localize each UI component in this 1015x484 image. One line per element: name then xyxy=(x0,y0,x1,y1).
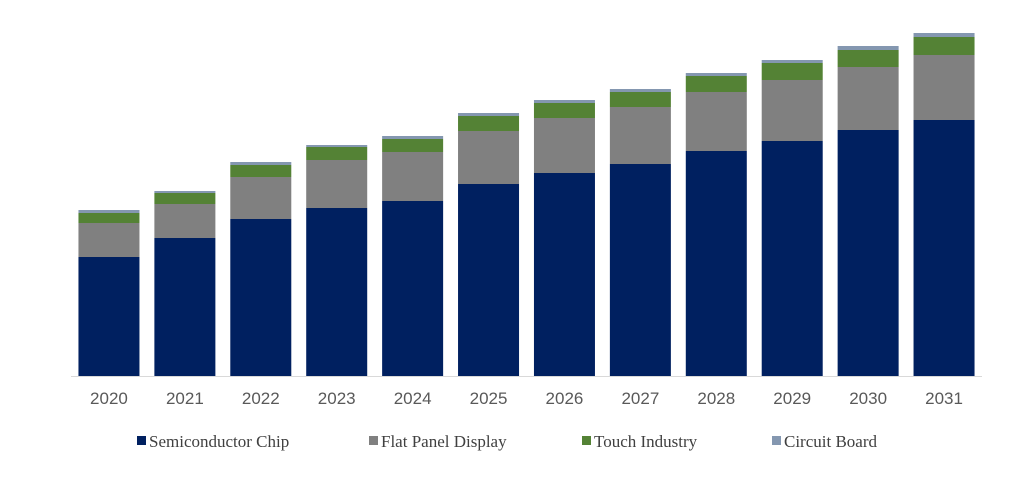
bar-segment-2022-flat-panel-display xyxy=(230,177,292,219)
bar-segment-2023-flat-panel-display xyxy=(306,160,368,208)
x-tick-label: 2020 xyxy=(90,389,128,408)
bar-segment-2031-touch-industry xyxy=(913,37,975,55)
legend-swatch xyxy=(369,436,378,445)
legend-swatch xyxy=(137,436,146,445)
x-tick-label: 2025 xyxy=(470,389,508,408)
bar-segment-2028-semiconductor-chip xyxy=(685,151,747,376)
legend-label: Touch Industry xyxy=(594,432,698,451)
x-tick-label: 2030 xyxy=(849,389,887,408)
bar-segment-2025-circuit-board xyxy=(458,113,520,116)
bar-segment-2029-semiconductor-chip xyxy=(761,141,823,376)
bar-segment-2026-semiconductor-chip xyxy=(533,173,595,376)
legend-item-touch-industry: Touch Industry xyxy=(582,432,698,451)
bar-segment-2030-flat-panel-display xyxy=(837,67,899,130)
x-tick-labels: 2020 2021 2022 2023 2024 2025 2026 2027 2028 2029… xyxy=(90,389,963,408)
bar-segment-2027-circuit-board xyxy=(609,89,671,92)
bar-segment-2022-touch-industry xyxy=(230,165,292,177)
bar-segment-2025-touch-industry xyxy=(458,116,520,131)
x-tick-label: 2023 xyxy=(318,389,356,408)
bar-segment-2028-touch-industry xyxy=(685,76,747,92)
bar-segment-2023-touch-industry xyxy=(306,147,368,160)
bar-segment-2021-semiconductor-chip xyxy=(154,238,216,376)
x-tick-label: 2026 xyxy=(546,389,584,408)
bar-segment-2027-touch-industry xyxy=(609,92,671,107)
bar-segment-2030-semiconductor-chip xyxy=(837,130,899,376)
bar-segment-2025-semiconductor-chip xyxy=(458,184,520,376)
bar-segment-2025-flat-panel-display xyxy=(458,131,520,184)
x-tick-label: 2031 xyxy=(925,389,963,408)
bar-segment-2026-touch-industry xyxy=(533,103,595,118)
x-tick-label: 2027 xyxy=(621,389,659,408)
bar-segment-2024-semiconductor-chip xyxy=(382,201,444,376)
bar-segment-2031-circuit-board xyxy=(913,33,975,37)
x-tick-label: 2029 xyxy=(773,389,811,408)
bar-segment-2027-semiconductor-chip xyxy=(609,164,671,376)
x-tick-label: 2021 xyxy=(166,389,204,408)
bars-layer xyxy=(78,33,975,376)
legend-swatch xyxy=(582,436,591,445)
legend-item-circuit-board: Circuit Board xyxy=(772,432,878,451)
bar-segment-2021-flat-panel-display xyxy=(154,204,216,238)
bar-segment-2020-semiconductor-chip xyxy=(78,257,140,376)
bar-segment-2020-touch-industry xyxy=(78,213,140,223)
bar-segment-2029-flat-panel-display xyxy=(761,80,823,141)
bar-segment-2023-circuit-board xyxy=(306,145,368,147)
bar-segment-2026-circuit-board xyxy=(533,100,595,103)
bar-segment-2024-touch-industry xyxy=(382,139,444,152)
bar-segment-2027-flat-panel-display xyxy=(609,107,671,164)
bar-segment-2028-flat-panel-display xyxy=(685,92,747,151)
bar-segment-2026-flat-panel-display xyxy=(533,118,595,173)
x-tick-label: 2024 xyxy=(394,389,432,408)
bar-segment-2024-circuit-board xyxy=(382,136,444,139)
bar-segment-2030-touch-industry xyxy=(837,50,899,67)
bar-segment-2020-flat-panel-display xyxy=(78,223,140,257)
legend: Semiconductor Chip Flat Panel Display Touc… xyxy=(137,432,878,451)
bar-segment-2031-flat-panel-display xyxy=(913,55,975,120)
bar-segment-2021-circuit-board xyxy=(154,191,216,193)
bar-segment-2030-circuit-board xyxy=(837,46,899,50)
legend-label: Semiconductor Chip xyxy=(149,432,289,451)
legend-item-semiconductor-chip: Semiconductor Chip xyxy=(137,432,289,451)
bar-segment-2029-touch-industry xyxy=(761,63,823,80)
bar-segment-2022-circuit-board xyxy=(230,162,292,165)
bar-segment-2021-touch-industry xyxy=(154,193,216,204)
bar-segment-2023-semiconductor-chip xyxy=(306,208,368,376)
bar-segment-2022-semiconductor-chip xyxy=(230,219,292,376)
x-tick-label: 2022 xyxy=(242,389,280,408)
bar-segment-2020-circuit-board xyxy=(78,210,140,213)
x-tick-label: 2028 xyxy=(697,389,735,408)
legend-item-flat-panel-display: Flat Panel Display xyxy=(369,432,507,451)
legend-swatch xyxy=(772,436,781,445)
bar-segment-2029-circuit-board xyxy=(761,60,823,63)
legend-label: Circuit Board xyxy=(784,432,878,451)
bar-segment-2031-semiconductor-chip xyxy=(913,120,975,376)
bar-segment-2024-flat-panel-display xyxy=(382,152,444,201)
bar-segment-2028-circuit-board xyxy=(685,73,747,76)
legend-label: Flat Panel Display xyxy=(381,432,507,451)
